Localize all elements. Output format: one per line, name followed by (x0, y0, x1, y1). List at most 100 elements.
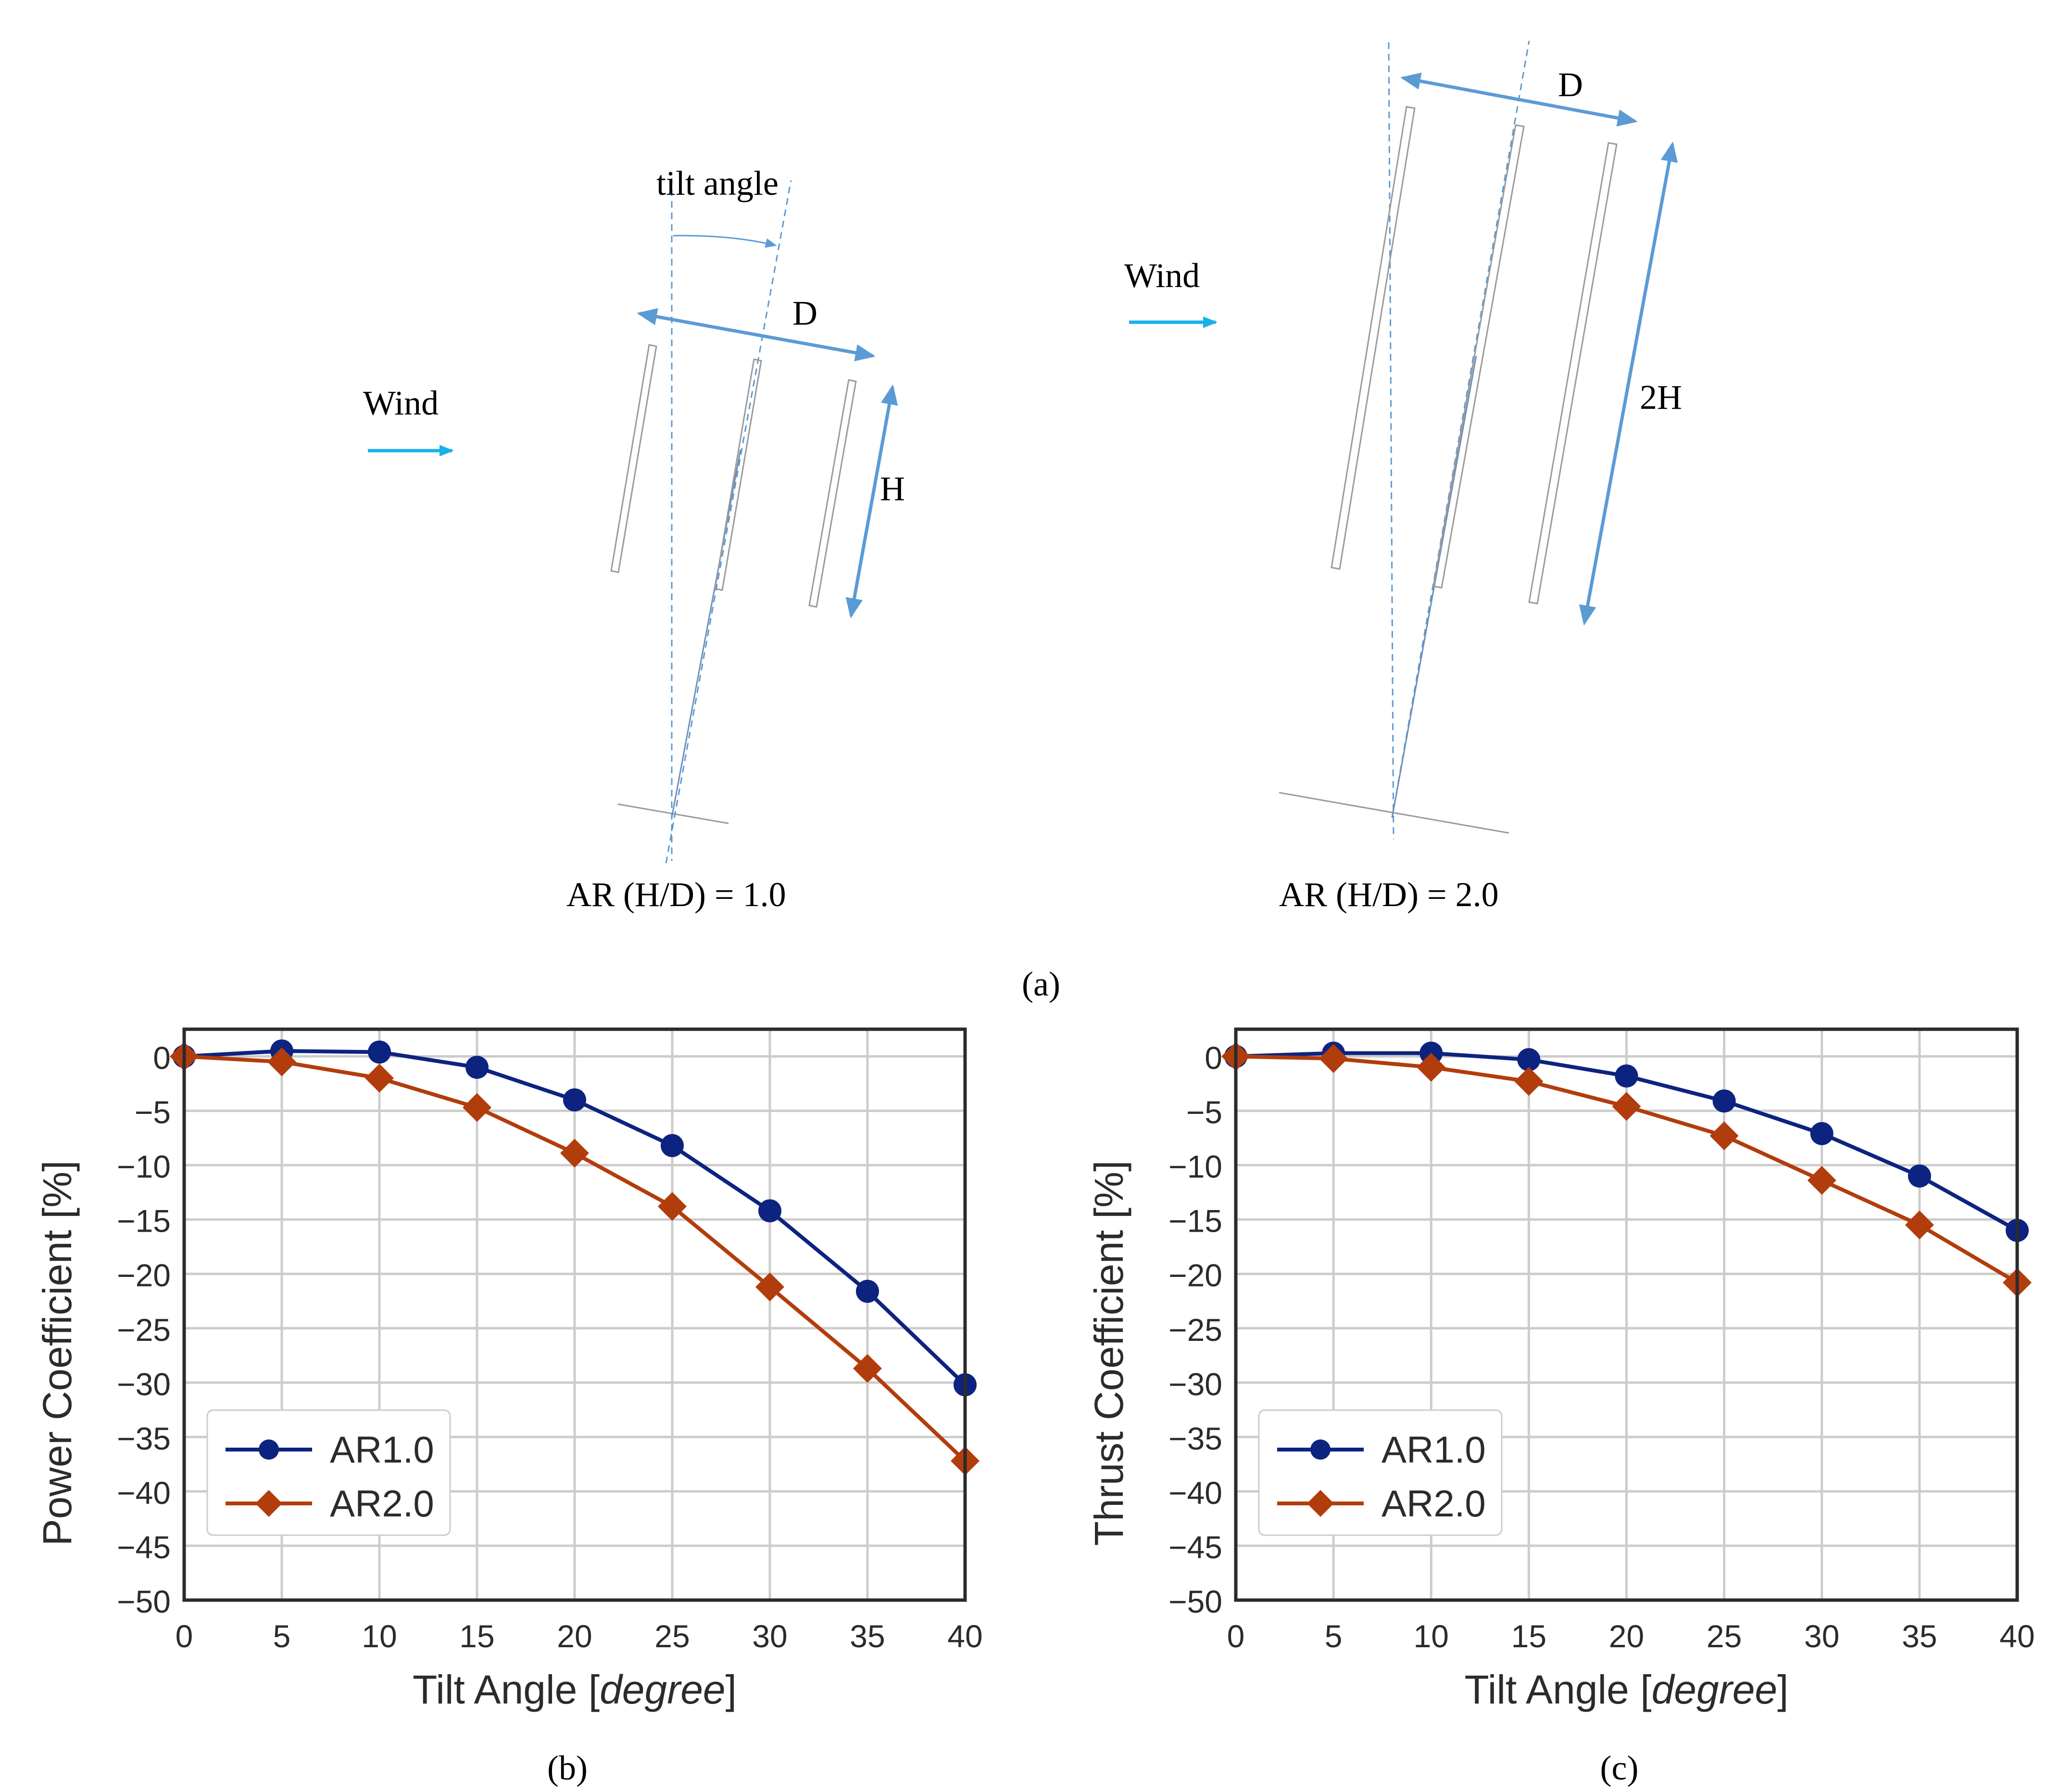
data-point-ar20 (658, 1192, 687, 1221)
tilted-axis-line (665, 180, 792, 864)
tilted-axis-line (1391, 40, 1530, 818)
y-tick-label: −5 (1186, 1095, 1222, 1130)
panel-label-c: (c) (1600, 1749, 1639, 1787)
data-point-ar20 (755, 1272, 784, 1301)
wind-label: Wind (363, 384, 439, 422)
y-tick-labels: 0 −5 −10 −15 −20 −25 −30 −35 −40 −45 −50 (1168, 1040, 1222, 1619)
rotor-blade-downstream (808, 379, 857, 608)
legend-marker-ar1 (259, 1439, 279, 1460)
y-tick-label: −15 (1168, 1203, 1222, 1239)
x-tick-label: 30 (1804, 1618, 1839, 1654)
y-tick-label: −35 (1168, 1421, 1222, 1456)
vertical-reference-line (1388, 42, 1394, 840)
x-axis-label-suffix: ] (1777, 1667, 1788, 1712)
data-point-ar20 (365, 1063, 394, 1093)
data-point-ar20 (267, 1047, 296, 1076)
y-tick-label: −50 (117, 1584, 171, 1619)
y-tick-label: −30 (1168, 1366, 1222, 1402)
y-tick-label: −45 (1168, 1529, 1222, 1565)
x-axis-label-unit: degree (600, 1667, 726, 1712)
data-point-ar20 (1514, 1067, 1544, 1096)
y-tick-label: −30 (117, 1366, 171, 1402)
x-tick-labels: 0 5 10 15 20 25 30 35 40 (1227, 1618, 2035, 1654)
data-point-ar20 (853, 1354, 882, 1383)
data-point-ar10 (758, 1199, 781, 1223)
series-markers (1221, 1041, 2032, 1297)
legend: AR1.0 AR2.0 (1258, 1409, 1503, 1536)
x-axis-label: Tilt Angle [degree] (1465, 1667, 1789, 1712)
data-point-ar10 (465, 1056, 489, 1079)
legend-label-ar2: AR2.0 (1381, 1482, 1486, 1525)
panel-label-a: (a) (1022, 965, 1060, 1003)
x-tick-label: 10 (1414, 1618, 1449, 1654)
y-tick-label: −5 (135, 1095, 171, 1130)
plot-frame (1234, 1027, 2019, 1602)
data-point-ar20 (463, 1093, 491, 1122)
y-tick-label: −15 (117, 1203, 171, 1239)
y-tick-label: −10 (1168, 1149, 1222, 1185)
x-axis-label-prefix: Tilt Angle [ (1465, 1667, 1652, 1712)
wind-label: Wind (1124, 256, 1200, 295)
spacing-label-d: D (1558, 65, 1583, 104)
y-tick-label: −50 (1168, 1584, 1222, 1619)
tilt-angle-arc (673, 235, 777, 248)
x-tick-labels: 0 5 10 15 20 25 30 35 40 (176, 1618, 983, 1654)
x-tick-label: 40 (947, 1618, 982, 1654)
legend-marker-ar2 (1307, 1490, 1334, 1517)
spacing-arrow-d (637, 308, 876, 362)
x-tick-label: 35 (1902, 1618, 1937, 1654)
data-point-ar10 (1712, 1089, 1736, 1113)
x-axis-label-unit: degree (1652, 1667, 1778, 1712)
height-arrow-2h (1579, 141, 1678, 626)
data-point-ar20 (560, 1138, 589, 1168)
caption-ar1: AR (H/D) = 1.0 (566, 875, 786, 914)
x-tick-label: 20 (1609, 1618, 1644, 1654)
legend-label-ar2: AR2.0 (330, 1482, 434, 1525)
data-point-ar10 (856, 1279, 879, 1303)
data-point-ar20 (1417, 1053, 1446, 1082)
diagram-ar1: Wind tilt angle D H AR (H/D) = 1.0 (363, 164, 905, 914)
data-point-ar10 (1517, 1048, 1541, 1072)
y-axis-label: Thrust Coefficient [%] (1086, 1161, 1131, 1546)
height-label-h: H (880, 469, 905, 508)
height-label-2h: 2H (1640, 378, 1682, 416)
tilt-angle-label: tilt angle (656, 164, 779, 202)
x-tick-label: 35 (850, 1618, 885, 1654)
data-point-ar10 (661, 1134, 684, 1157)
x-tick-label: 25 (654, 1618, 690, 1654)
diagram-ar2: Wind D 2H AR (H/D) = 2.0 (1124, 40, 1682, 914)
y-tick-label: 0 (1205, 1040, 1222, 1076)
rotor-blade-downstream (1528, 142, 1618, 605)
y-tick-label: −10 (117, 1149, 171, 1185)
y-tick-label: −40 (117, 1475, 171, 1511)
y-axis-label: Power Coefficient [%] (35, 1161, 80, 1546)
x-tick-label: 20 (557, 1618, 592, 1654)
x-tick-label: 10 (362, 1618, 397, 1654)
legend-label-ar1: AR1.0 (330, 1428, 434, 1471)
data-point-ar10 (1810, 1122, 1834, 1146)
chart-power-coefficient: 0 −5 −10 −15 −20 −25 −30 −35 −40 −45 −50 0 5 10 15 20 2… (35, 1027, 983, 1787)
spacing-label-d: D (792, 294, 817, 332)
x-tick-label: 0 (176, 1618, 193, 1654)
y-tick-labels: 0 −5 −10 −15 −20 −25 −30 −35 −40 −45 −50 (117, 1040, 171, 1619)
x-axis-label: Tilt Angle [degree] (413, 1667, 737, 1712)
plot-frame (182, 1027, 967, 1602)
data-point-ar20 (1319, 1044, 1348, 1073)
x-tick-label: 5 (273, 1618, 291, 1654)
legend: AR1.0 AR2.0 (206, 1409, 451, 1536)
x-tick-label: 40 (1999, 1618, 2034, 1654)
x-tick-label: 5 (1325, 1618, 1343, 1654)
x-tick-label: 15 (459, 1618, 494, 1654)
spacing-arrow-d (1400, 72, 1638, 127)
data-point-ar10 (563, 1088, 586, 1111)
y-tick-label: −40 (1168, 1475, 1222, 1511)
tower-line (671, 449, 741, 818)
y-tick-label: −35 (117, 1421, 171, 1456)
y-tick-label: −25 (117, 1312, 171, 1348)
y-tick-label: −20 (117, 1258, 171, 1293)
rotor-blade-upstream (610, 344, 657, 573)
y-tick-label: −25 (1168, 1312, 1222, 1348)
legend-label-ar1: AR1.0 (1381, 1428, 1486, 1471)
chart-thrust-coefficient: 0 −5 −10 −15 −20 −25 −30 −35 −40 −45 −50 0 5 10 15 20 2… (1086, 1027, 2035, 1787)
